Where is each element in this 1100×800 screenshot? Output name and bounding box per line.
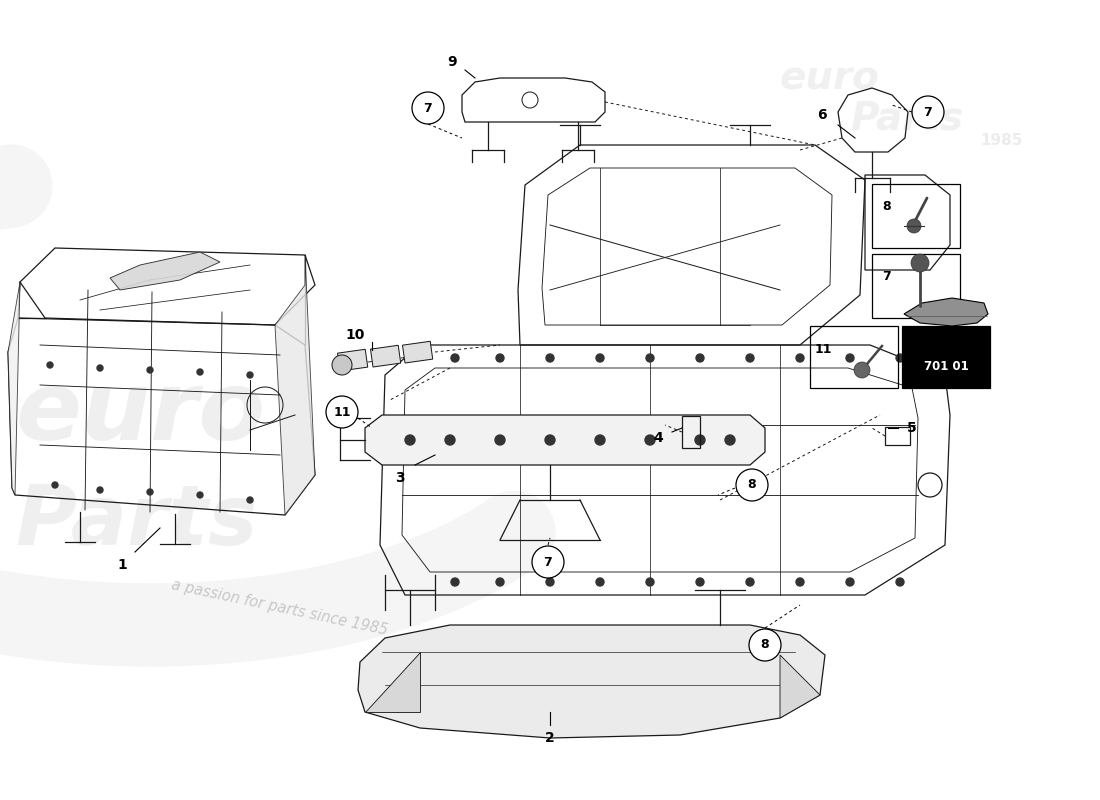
Text: 1: 1 xyxy=(117,558,126,572)
Circle shape xyxy=(97,487,103,493)
Text: 1985: 1985 xyxy=(980,133,1022,148)
Circle shape xyxy=(749,629,781,661)
Text: Parts: Parts xyxy=(15,481,257,562)
Circle shape xyxy=(496,578,504,586)
Circle shape xyxy=(197,492,204,498)
Circle shape xyxy=(248,497,253,503)
Circle shape xyxy=(248,372,253,378)
Circle shape xyxy=(326,396,358,428)
Circle shape xyxy=(451,578,459,586)
Bar xyxy=(682,416,700,448)
Circle shape xyxy=(532,546,564,578)
Circle shape xyxy=(646,578,654,586)
Text: 3: 3 xyxy=(395,471,405,485)
Circle shape xyxy=(725,435,735,445)
Text: 11: 11 xyxy=(815,343,833,356)
Circle shape xyxy=(695,435,705,445)
Polygon shape xyxy=(275,255,315,515)
Circle shape xyxy=(197,369,204,375)
Circle shape xyxy=(736,469,768,501)
Circle shape xyxy=(645,435,654,445)
Circle shape xyxy=(147,489,153,495)
Circle shape xyxy=(746,578,754,586)
Circle shape xyxy=(495,435,505,445)
Circle shape xyxy=(544,435,556,445)
Text: 11: 11 xyxy=(333,406,351,418)
Polygon shape xyxy=(110,252,220,290)
Circle shape xyxy=(796,578,804,586)
Polygon shape xyxy=(365,415,764,465)
Circle shape xyxy=(846,578,854,586)
Circle shape xyxy=(97,365,103,371)
Circle shape xyxy=(796,354,804,362)
Polygon shape xyxy=(904,298,988,326)
Circle shape xyxy=(496,354,504,362)
Circle shape xyxy=(546,354,554,362)
Polygon shape xyxy=(358,625,825,738)
Circle shape xyxy=(596,354,604,362)
Bar xyxy=(810,326,898,388)
Circle shape xyxy=(646,354,654,362)
Bar xyxy=(872,184,960,248)
Circle shape xyxy=(854,362,870,378)
Circle shape xyxy=(546,578,554,586)
Circle shape xyxy=(405,435,415,445)
Circle shape xyxy=(451,354,459,362)
Circle shape xyxy=(896,578,904,586)
Bar xyxy=(403,342,432,363)
Circle shape xyxy=(446,435,455,445)
Text: 8: 8 xyxy=(748,478,757,491)
Text: 7: 7 xyxy=(543,555,552,569)
Circle shape xyxy=(908,219,921,233)
Text: 7: 7 xyxy=(924,106,933,118)
Text: 7: 7 xyxy=(882,270,891,283)
Bar xyxy=(371,346,400,367)
Polygon shape xyxy=(8,282,20,495)
Circle shape xyxy=(332,355,352,375)
Text: Parts: Parts xyxy=(850,100,964,138)
Circle shape xyxy=(896,354,904,362)
Circle shape xyxy=(596,578,604,586)
Circle shape xyxy=(595,435,605,445)
Circle shape xyxy=(47,362,53,368)
Bar xyxy=(886,427,910,445)
Text: 10: 10 xyxy=(345,328,365,342)
Bar xyxy=(872,254,960,318)
Polygon shape xyxy=(365,652,420,712)
Text: 5: 5 xyxy=(908,421,917,435)
Text: a passion for parts since 1985: a passion for parts since 1985 xyxy=(170,578,389,638)
Circle shape xyxy=(911,254,930,272)
Bar xyxy=(902,326,990,388)
Circle shape xyxy=(696,578,704,586)
Circle shape xyxy=(52,482,58,488)
Text: 9: 9 xyxy=(448,55,456,69)
Text: euro: euro xyxy=(15,367,265,460)
Text: euro: euro xyxy=(780,60,880,98)
Circle shape xyxy=(746,354,754,362)
Text: 7: 7 xyxy=(424,102,432,114)
Circle shape xyxy=(846,354,854,362)
Text: 2: 2 xyxy=(546,731,554,745)
Text: 8: 8 xyxy=(882,200,891,213)
Circle shape xyxy=(696,354,704,362)
Circle shape xyxy=(412,92,444,124)
Text: 701 01: 701 01 xyxy=(924,359,968,373)
Bar xyxy=(338,350,367,371)
Text: 6: 6 xyxy=(817,108,827,122)
Circle shape xyxy=(147,367,153,373)
Text: 8: 8 xyxy=(761,638,769,651)
Polygon shape xyxy=(780,655,820,718)
Circle shape xyxy=(912,96,944,128)
Text: 4: 4 xyxy=(653,431,663,445)
